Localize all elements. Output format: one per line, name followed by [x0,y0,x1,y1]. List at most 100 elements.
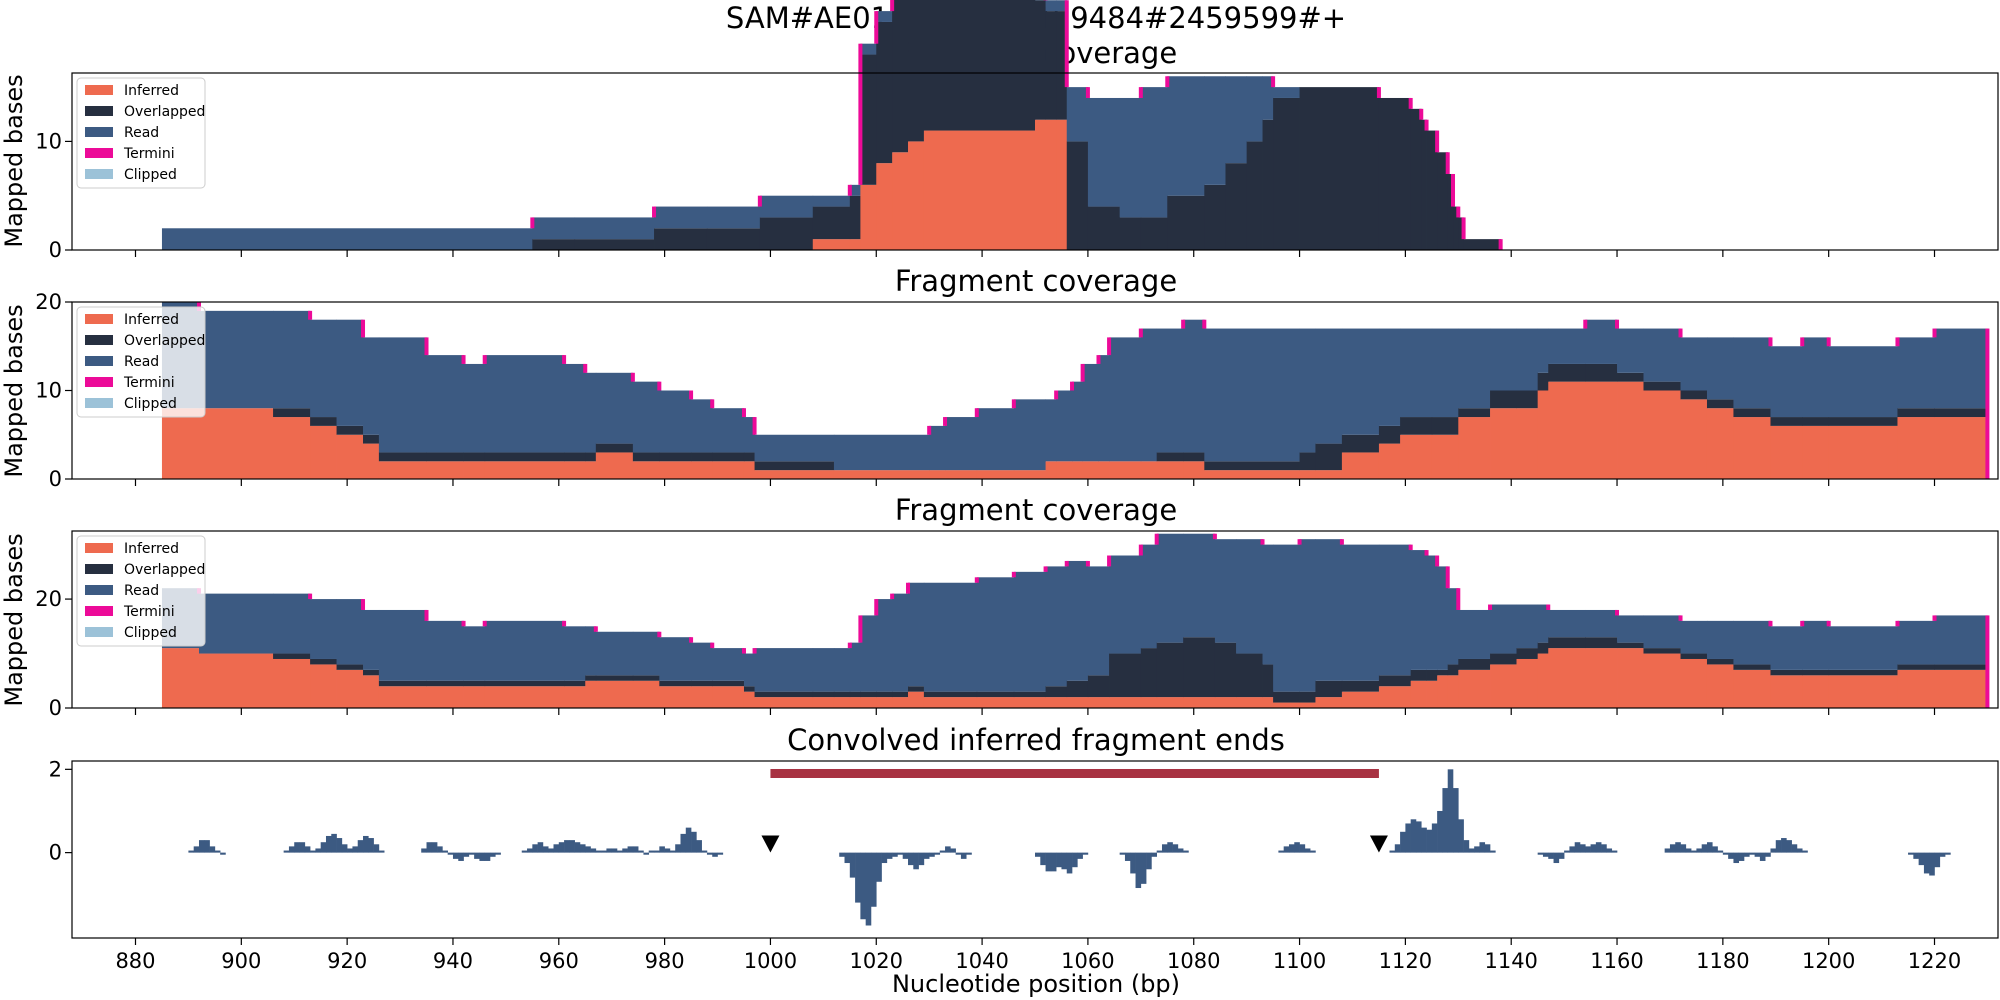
inferred-bar [1537,653,1549,708]
inferred-bar [976,697,1015,708]
convolved-bar [934,852,941,855]
termini-mark [361,319,366,338]
panel-title: Fragment coverage [895,264,1177,298]
read-bar [1447,588,1459,665]
convolved-bar [659,846,665,853]
read-bar [945,417,978,471]
inferred-bar [426,686,464,708]
x-tick-label: 880 [115,949,155,973]
read-bar [1236,539,1263,654]
y-axis-label: Mapped bases [0,304,28,477]
convolved-bar [1754,852,1761,857]
convolved-bar [680,833,687,853]
convolved-bar [1135,852,1142,889]
convolved-bar [1040,852,1046,866]
overlapped-bar [585,675,597,681]
termini-mark [689,390,694,400]
inferred-bar [892,152,909,250]
read-bar [1548,609,1586,638]
legend-label-overlapped: Overlapped [124,333,205,349]
convolved-bar [1045,852,1052,872]
overlapped-bar [1934,408,1988,418]
termini-mark [1800,337,1805,347]
inferred-bar [1273,702,1300,708]
overlapped-bar [1897,408,1935,418]
convolved-bar [1278,850,1284,853]
convolved-bar [283,850,290,853]
convolved-bar [1447,769,1454,853]
read-bar [712,408,745,453]
termini-mark [1800,620,1805,627]
legend-swatch-clipped [85,398,113,408]
overlapped-bar [484,680,565,687]
read-bar [1410,550,1427,670]
read-bar [1056,390,1073,462]
convolved-bar [1061,852,1068,870]
inferred-bar [463,461,486,479]
inferred-bar [310,664,337,708]
convolved-bar [426,842,433,853]
convolved-bar [1728,852,1734,859]
x-tick-label: 1040 [955,949,1008,973]
termini-mark [593,626,598,632]
overlapped-bar [1490,653,1517,665]
convolved-bar [1140,852,1147,884]
overlapped-bar [1770,669,1803,676]
termini-mark [974,577,979,583]
convolved-bar [452,852,459,859]
termini-mark [1271,76,1276,88]
read-bar [585,626,597,676]
inferred-bar [754,697,814,708]
termini-mark [974,408,979,418]
termini-mark [1424,119,1429,131]
convolved-bar [712,852,718,857]
termini-mark [1498,239,1503,250]
termini-mark [1419,108,1424,120]
legend-label-termini: Termini [123,146,175,162]
inferred-bar [1516,658,1539,708]
convolved-bar [198,840,205,853]
axes-frame [71,72,1999,251]
read-bar [1225,76,1248,164]
legend-label-overlapped: Overlapped [124,104,205,120]
read-bar [1733,620,1771,665]
termini-mark [1154,533,1159,545]
termini-mark [890,0,895,12]
convolved-bar [1569,846,1576,853]
convolved-bar [1177,848,1184,853]
overlapped-bar [1458,217,1464,250]
termini-mark [482,620,487,627]
convolved-bar [437,846,443,853]
read-bar [1156,533,1184,643]
overlapped-bar [363,669,380,676]
convolved-bar [1415,821,1422,853]
termini-mark [1408,544,1413,551]
inferred-bar [691,686,713,708]
convolved-bar [495,852,501,855]
inferred-bar [161,408,200,479]
read-bar [1013,399,1046,471]
legend-label-termini: Termini [123,375,175,391]
inferred-bar [273,417,311,479]
read-bar [1204,76,1226,185]
read-bar [1431,328,1459,418]
inferred-bar [1802,425,1830,479]
read-bar [1273,544,1300,692]
y-tick-label: 0 [49,238,62,262]
termini-mark [1202,319,1207,329]
overlapped-bar [1706,399,1734,409]
read-bar [426,355,464,453]
overlapped-bar [1733,664,1771,670]
x-tick-label: 940 [433,949,473,973]
overlapped-bar [712,680,745,687]
legend-swatch-overlapped [85,564,113,574]
convolved-bar [347,848,353,853]
read-bar [833,434,930,471]
convolved-bar [220,852,226,855]
inferred-bar [198,408,274,479]
inferred-bar [1056,119,1068,250]
convolved-bar [1421,827,1427,853]
overlapped-bar [1585,637,1618,649]
inferred-bar [812,239,851,250]
inferred-bar [1458,417,1491,479]
